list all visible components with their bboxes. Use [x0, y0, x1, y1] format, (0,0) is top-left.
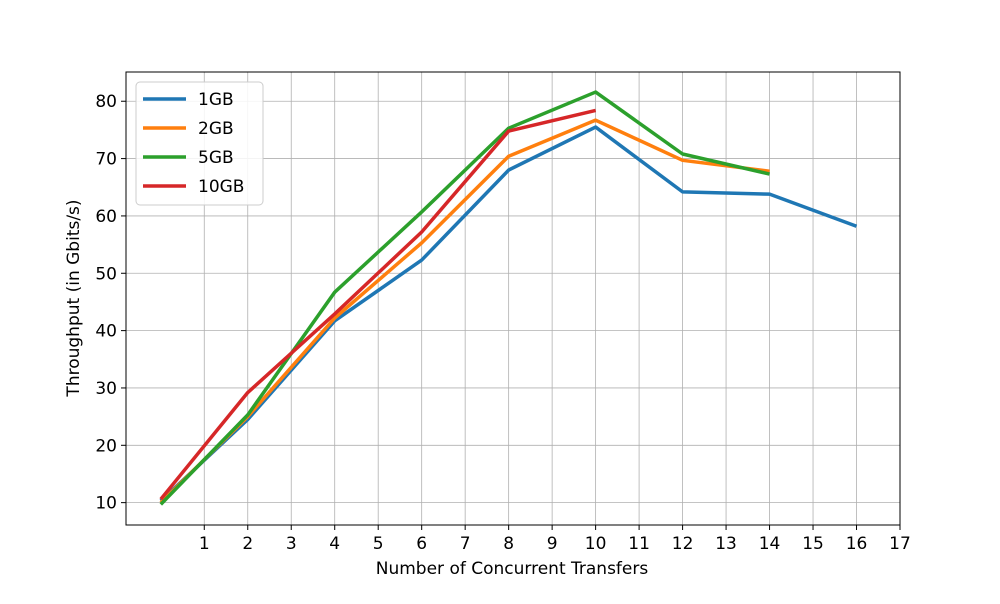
- x-tick-label: 4: [329, 534, 340, 554]
- x-tick-label: 15: [802, 534, 824, 554]
- x-tick-label: 13: [715, 534, 737, 554]
- y-tick-label: 20: [95, 436, 117, 456]
- series-line: [159, 108, 597, 501]
- y-tick-label: 30: [95, 379, 117, 399]
- x-tick-label: 12: [672, 534, 694, 554]
- legend-box: [135, 81, 264, 206]
- x-tick-label: 5: [373, 534, 384, 554]
- x-tick-label: 9: [547, 534, 558, 554]
- y-axis-label: Throughput (in Gbits/s): [64, 199, 84, 397]
- series-line: [159, 118, 770, 504]
- y-tick-label: 50: [95, 264, 117, 284]
- y-tick-label: 40: [95, 322, 117, 342]
- legend-label: 2GB: [198, 119, 234, 139]
- x-tick-label: 17: [889, 534, 911, 554]
- x-tick-label: 7: [460, 534, 471, 554]
- x-tick-label: 1: [199, 534, 210, 554]
- x-tick-label: 3: [286, 534, 297, 554]
- y-tick-label: 10: [95, 494, 117, 514]
- legend-label: 10GB: [198, 177, 244, 197]
- x-tick-label: 16: [846, 534, 868, 554]
- legend-label: 5GB: [198, 148, 234, 168]
- plot-frame: [125, 71, 901, 526]
- x-tick-label: 14: [759, 534, 781, 554]
- x-tick-label: 11: [628, 534, 650, 554]
- y-tick-label: 80: [95, 92, 117, 112]
- legend-label: 1GB: [198, 90, 234, 110]
- y-tick-label: 70: [95, 150, 117, 170]
- x-tick-label: 10: [585, 534, 607, 554]
- x-axis-label: Number of Concurrent Transfers: [376, 559, 649, 579]
- x-tick-label: 6: [416, 534, 427, 554]
- series-line: [159, 125, 858, 503]
- x-tick-label: 2: [242, 534, 253, 554]
- x-tick-label: 8: [503, 534, 514, 554]
- series-line: [159, 90, 770, 506]
- y-tick-label: 60: [95, 207, 117, 227]
